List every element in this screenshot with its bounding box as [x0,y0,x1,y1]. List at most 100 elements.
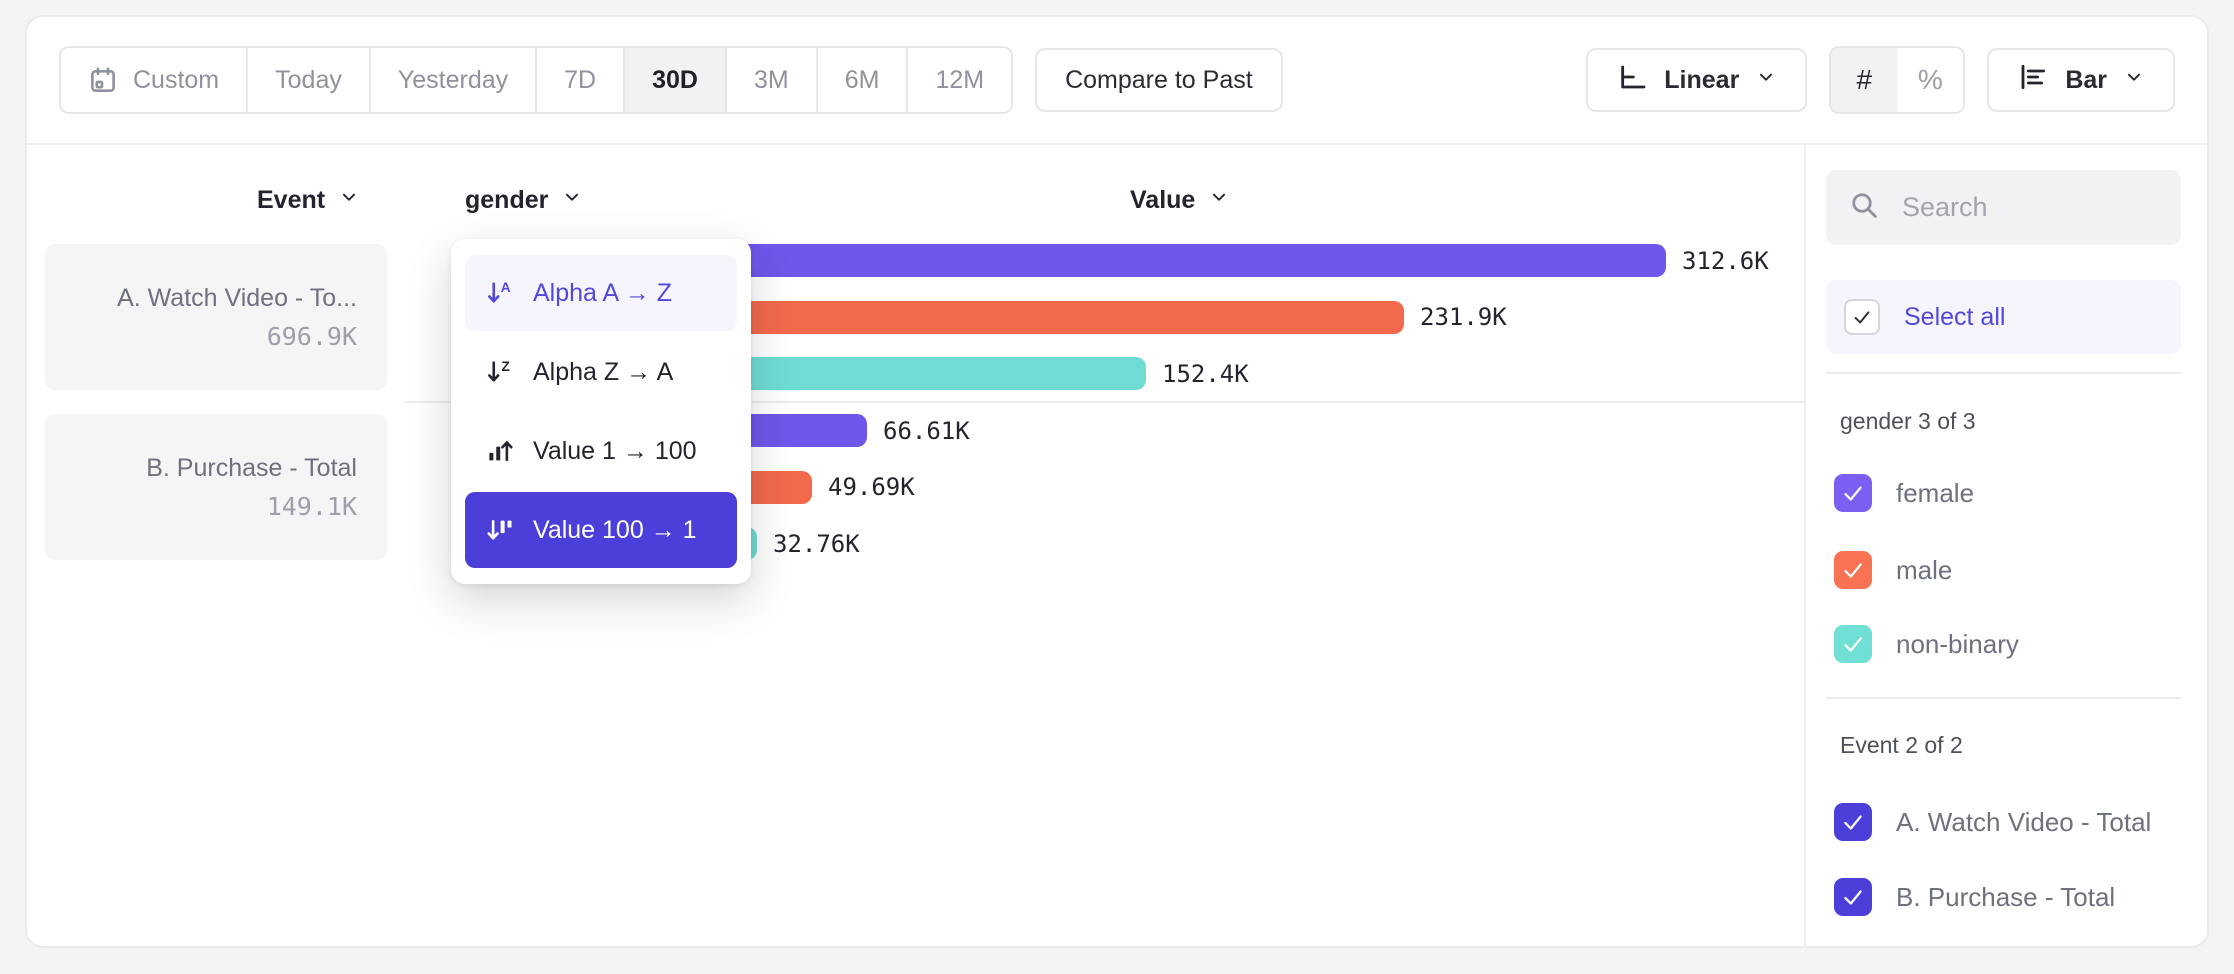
sort-alpha-desc-icon: Z [488,359,510,382]
date-range-3m[interactable]: 3M [727,48,818,112]
select-all-label: Select all [1904,302,2006,331]
date-range-7d[interactable]: 7D [537,48,626,112]
event-column-header[interactable]: Event [257,183,360,217]
sidebar-group-header: Event 2 of 2 [1840,732,1963,758]
chart-region: Event gender Value A. Watch Video - To..… [27,145,1804,946]
bar-row-male: 49.69K [651,470,1804,504]
date-range-12m[interactable]: 12M [908,48,1011,112]
toolbar: Custom Today Yesterday 7D 30D 3M 6M 12M Compare… [27,17,2207,145]
scale-label: Linear [1664,65,1740,94]
legend-item-label: A. Watch Video - Total [1896,806,2152,837]
event-card[interactable]: B. Purchase - Total 149.1K [45,414,387,560]
absolute-numbers-toggle[interactable]: # [1831,48,1898,112]
legend-item-b-purchase-total[interactable]: B. Purchase - Total [1834,877,2115,917]
sort-alpha-desc-icon: Z [485,357,515,387]
checkbox-checked[interactable] [1834,474,1872,512]
legend-item-label: non-binary [1896,628,2019,659]
bar-row-non-binary: 152.4K [651,357,1804,390]
legend-item-label: B. Purchase - Total [1896,881,2116,912]
date-range-today[interactable]: Today [248,48,371,112]
date-range-label: 12M [935,65,985,94]
chart-type-label: Bar [2065,65,2107,94]
chevron-down-icon [1760,73,1773,81]
check-icon [1844,890,1862,905]
date-range-label: 30D [652,65,698,94]
bar-female[interactable] [651,244,1666,277]
sort-option-value-1-100[interactable]: Value 1 → 100 [465,413,737,489]
legend-item-male[interactable]: male [1834,550,1952,590]
date-range-6m[interactable]: 6M [818,48,909,112]
check-icon [1844,486,1862,501]
event-group-row: A. Watch Video - To... 696.9K 312.6K 231.9K… [45,244,1804,390]
check-icon [1844,637,1862,652]
search-input[interactable] [1900,191,2234,224]
check-icon [1854,311,1870,324]
bars-zone: 66.61K 49.69K 32.76K [651,414,1804,560]
value-column-header[interactable]: Value [1130,183,1230,217]
chart-type-dropdown-button[interactable]: Bar [1987,48,2175,112]
legend-item-a-watch-video-total[interactable]: A. Watch Video - Total [1834,802,2151,842]
bar-row-male: 231.9K [651,300,1804,334]
chevron-down-icon [2123,66,2145,95]
date-range-label: 3M [753,65,789,94]
chevron-down-icon [343,193,356,201]
scale-dropdown-button[interactable]: Linear [1586,48,1808,112]
value-format-toggle: #% [1829,46,1966,114]
bar-value-label: 49.69K [828,473,915,501]
sort-alpha-asc-icon: A [488,280,511,303]
legend-item-label: male [1896,554,1953,585]
select-all-checkbox[interactable] [1844,299,1880,335]
date-range-label: Yesterday [397,65,509,94]
check-icon [1844,563,1862,578]
sort-menu: A Alpha A → Z Z Alpha Z → A Value 1 → 100 Val… [451,239,751,584]
svg-text:A: A [501,280,511,295]
sort-option-alpha-a-z[interactable]: A Alpha A → Z [465,255,737,331]
percentages-toggle[interactable]: % [1917,64,1943,95]
chevron-down-icon [1208,186,1230,215]
compare-to-past-label: Compare to Past [1065,65,1253,94]
chevron-down-icon [2127,73,2141,81]
sort-option-label: Value 100 → 1 [533,515,697,544]
date-range-label: Custom [133,65,220,94]
chevron-down-icon [1755,66,1777,95]
date-range-label: Today [275,65,342,94]
linear-axis-icon [1616,61,1648,100]
date-range-30d[interactable]: 30D [625,48,727,112]
checkbox-checked[interactable] [1834,803,1872,841]
event-column-label: Event [257,185,326,214]
legend-sidebar: Select all gender 3 of 3 female male non-bi… [1804,145,2234,946]
sort-option-label: Alpha Z → A [533,357,674,386]
sort-value-asc-icon [489,441,513,462]
legend-item-non-binary[interactable]: non-binary [1834,624,2019,664]
group-divider [405,401,1804,403]
bar-value-label: 152.4K [1162,359,1249,388]
bar-male[interactable] [651,300,1404,334]
bar-value-label: 32.76K [773,529,860,558]
check-icon [1844,815,1862,830]
bar-value-label: 66.61K [883,416,970,445]
report-card: Custom Today Yesterday 7D 30D 3M 6M 12M Compare… [25,15,2234,948]
sort-value-asc-icon [485,436,515,466]
checkbox-checked[interactable] [1834,878,1872,916]
chevron-down-icon [1213,193,1226,201]
legend-item-female[interactable]: female [1834,473,1974,513]
chevron-down-icon [566,193,579,201]
sidebar-divider [1826,372,2181,374]
checkbox-checked[interactable] [1834,625,1872,663]
date-range-label: 6M [844,65,880,94]
horizontal-bars-icon [2021,64,2046,89]
event-card[interactable]: A. Watch Video - To... 696.9K [45,244,387,390]
sort-option-value-100-1[interactable]: Value 100 → 1 [465,492,737,568]
gender-column-header[interactable]: gender [465,183,583,217]
checkbox-checked[interactable] [1834,551,1872,589]
event-group-row: B. Purchase - Total 149.1K 66.61K 49.69K 32.… [45,414,1804,560]
date-range-yesterday[interactable]: Yesterday [371,48,538,112]
toolbar-right: Linear #% Bar [1586,46,2175,114]
sort-option-alpha-z-a[interactable]: Z Alpha Z → A [465,334,737,410]
horizontal-bars-icon [2017,61,2049,100]
select-all-row[interactable]: Select all [1826,280,2181,354]
chevron-down-icon [338,186,360,215]
date-range-custom[interactable]: Custom [61,48,249,112]
compare-to-past-button[interactable]: Compare to Past [1035,48,1283,112]
